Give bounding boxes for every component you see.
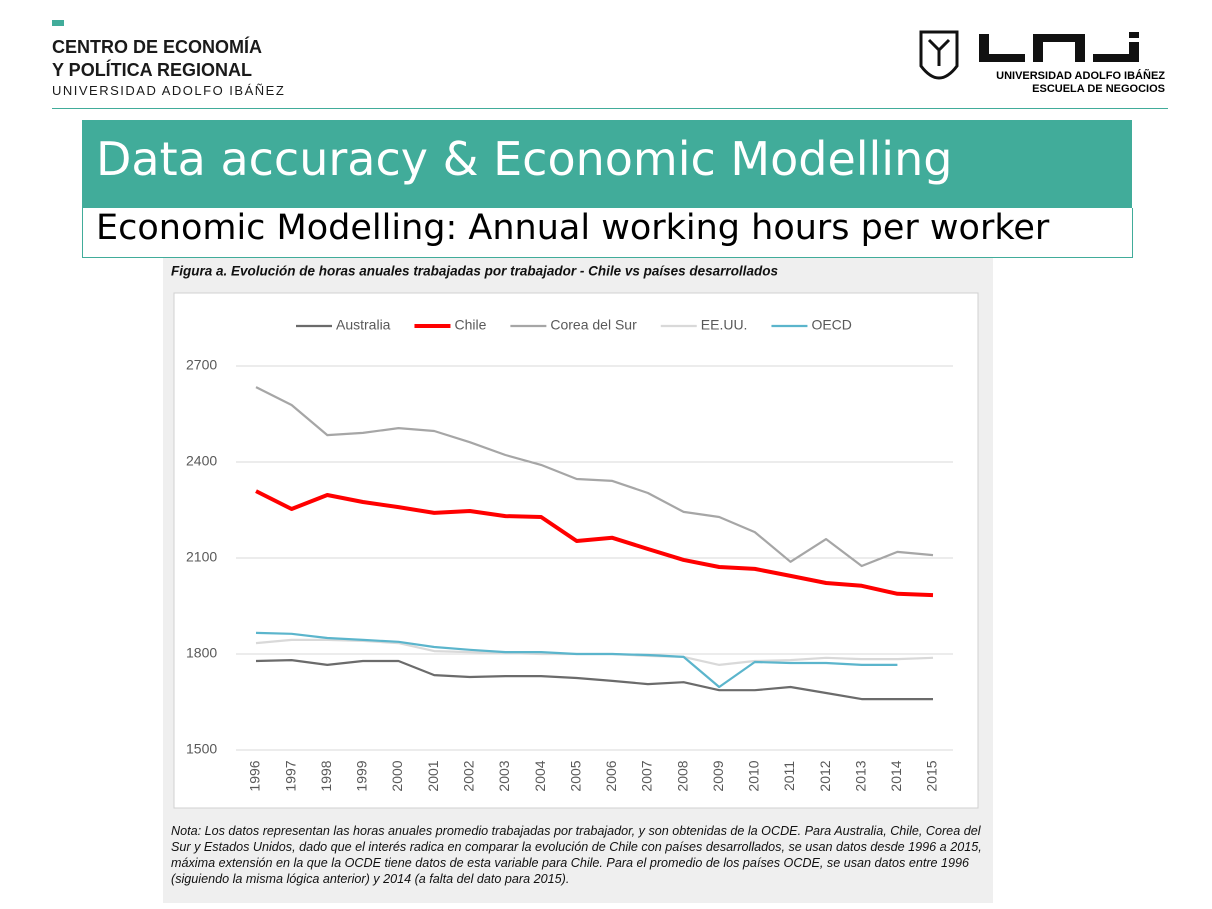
y-tick-label: 1500: [186, 741, 217, 757]
uai-text: UNIVERSIDAD ADOLFO IBÁÑEZ: [996, 69, 1165, 82]
chart-note: Nota: Los datos representan las horas an…: [171, 824, 982, 886]
chart-title: Figura a. Evolución de horas anuales tra…: [171, 264, 778, 279]
x-tick-label: 2006: [603, 760, 619, 791]
x-tick-label: 2000: [389, 760, 405, 791]
org-block: CENTRO DE ECONOMÍA Y POLÍTICA REGIONAL U…: [52, 36, 285, 100]
x-tick-label: 2001: [425, 760, 441, 791]
x-tick-label: 2008: [674, 760, 690, 791]
legend-label: Corea del Sur: [550, 317, 637, 333]
title-band: [82, 120, 1132, 208]
x-tick-label: 2011: [781, 761, 797, 791]
org-line: CENTRO DE ECONOMÍA: [52, 37, 263, 57]
legend-label: EE.UU.: [701, 317, 748, 333]
x-tick-label: 2004: [532, 760, 548, 791]
slide-title: Data accuracy & Economic Modelling: [96, 132, 953, 186]
x-tick-label: 2015: [924, 760, 940, 791]
series-line: [255, 631, 898, 689]
x-tick-label: 2012: [817, 760, 833, 791]
legend-label: OECD: [811, 317, 851, 333]
legend-label: Chile: [454, 317, 486, 333]
x-tick-label: 2009: [710, 760, 726, 791]
x-tick-label: 2007: [639, 760, 655, 791]
y-tick-label: 2100: [186, 549, 217, 565]
x-tick-label: 2013: [852, 760, 868, 791]
uai-logo: UNIVERSIDAD ADOLFO IBÁÑEZ ESCUELA DE NEG…: [919, 30, 1165, 95]
y-tick-label: 2400: [186, 453, 217, 469]
x-tick-label: 2002: [460, 760, 476, 791]
rule: [52, 108, 1168, 109]
accent: [52, 20, 64, 26]
x-tick-label: 1997: [282, 760, 298, 791]
x-tick-label: 2003: [496, 760, 512, 791]
plot-box: [173, 292, 979, 809]
x-tick-label: 1998: [318, 760, 334, 791]
org-line: Y POLÍTICA REGIONAL: [52, 60, 253, 80]
x-tick-label: 2010: [746, 760, 762, 791]
slide-subtitle: Economic Modelling: Annual working hours…: [96, 208, 1050, 248]
y-tick-label: 1800: [186, 645, 217, 661]
series-line: [255, 386, 934, 568]
org-line: UNIVERSIDAD ADOLFO IBÁÑEZ: [52, 83, 286, 98]
subtitle-box: [82, 208, 1133, 258]
x-tick-label: 2014: [888, 760, 904, 791]
legend-label: Australia: [336, 317, 391, 333]
x-tick-label: 1996: [247, 760, 263, 791]
x-tick-label: 2005: [567, 760, 583, 791]
uai-text: ESCUELA DE NEGOCIOS: [1032, 83, 1165, 95]
series-line: [255, 489, 934, 598]
y-tick-label: 2700: [186, 357, 217, 373]
series-line: [255, 659, 933, 701]
x-tick-label: 1999: [354, 760, 370, 791]
